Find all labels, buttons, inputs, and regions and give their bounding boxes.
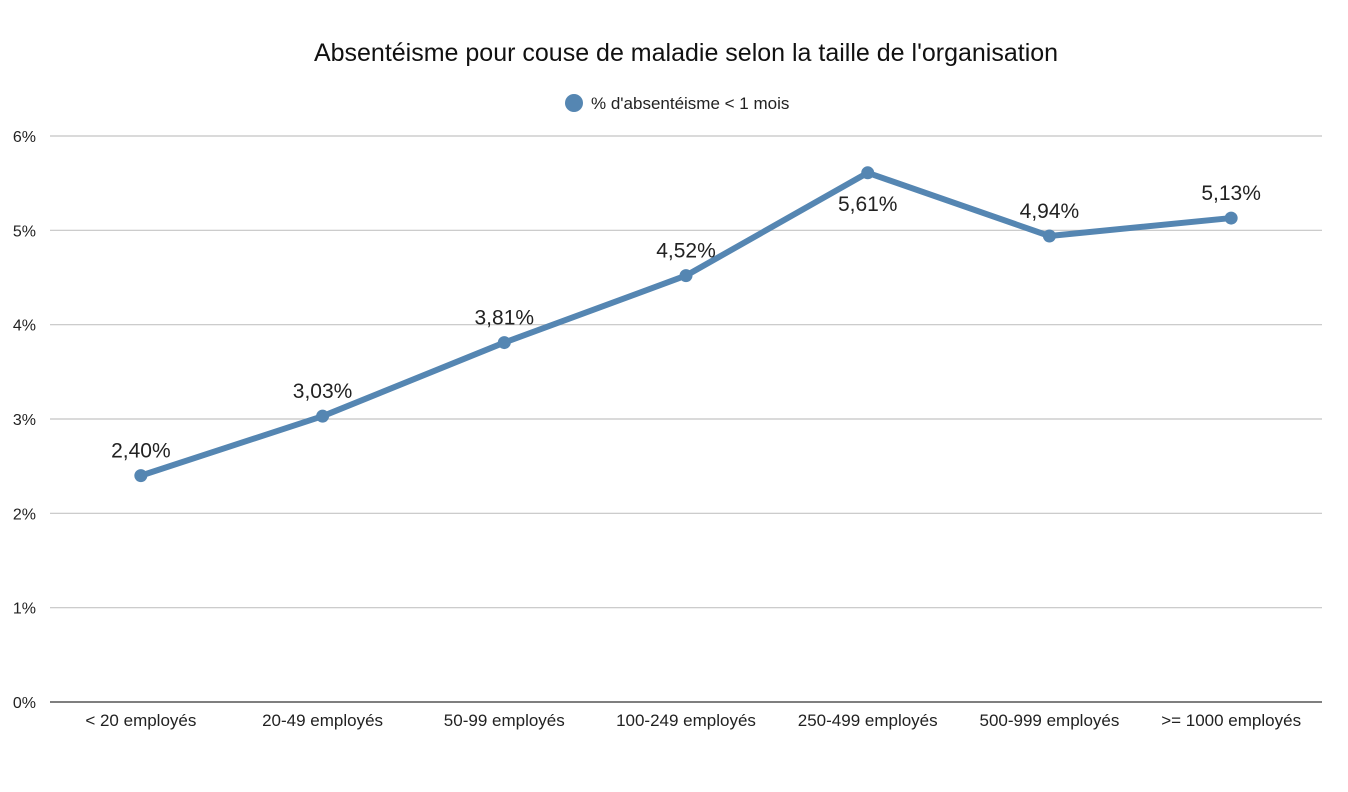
data-point [1224,211,1238,225]
data-label: 2,40% [111,440,171,463]
data-point [679,269,693,283]
data-point [497,336,511,350]
x-tick-label: < 20 employés [85,711,196,730]
data-label: 5,13% [1201,182,1261,205]
x-tick-label: 50-99 employés [444,711,565,730]
x-axis-ticks: < 20 employés 20-49 employés 50-99 employé… [85,711,1301,730]
y-tick-label: 4% [13,318,36,335]
data-label: 3,03% [293,380,353,403]
legend-marker [565,94,583,112]
x-tick-label: 250-499 employés [798,711,938,730]
data-label: 4,94% [1020,200,1080,223]
y-tick-label: 0% [13,695,36,712]
y-tick-label: 5% [13,223,36,240]
x-tick-label: 100-249 employés [616,711,756,730]
gridlines [50,135,1322,609]
legend-label: % d'absentéisme < 1 mois [591,94,789,113]
y-tick-label: 1% [13,601,36,618]
x-tick-label: >= 1000 employés [1161,711,1301,730]
data-label: 5,61% [838,193,898,216]
y-tick-label: 2% [13,506,36,523]
data-label: 3,81% [475,307,535,330]
data-point [861,166,875,180]
y-tick-label: 6% [13,129,36,146]
data-label: 4,52% [656,240,716,263]
data-point [1042,229,1056,243]
legend: % d'absentéisme < 1 mois [565,94,789,113]
chart-title: Absentéisme pour couse de maladie selon … [314,39,1058,67]
data-point [134,469,148,483]
x-tick-label: 500-999 employés [979,711,1119,730]
data-point [316,409,330,423]
x-tick-label: 20-49 employés [262,711,383,730]
data-points [134,166,1238,483]
y-axis-ticks: 0% 1% 2% 3% 4% 5% 6% [13,129,36,712]
y-tick-label: 3% [13,412,36,429]
data-labels: 2,40% 3,03% 3,81% 4,52% 5,61% 4,94% 5,13% [111,182,1261,463]
